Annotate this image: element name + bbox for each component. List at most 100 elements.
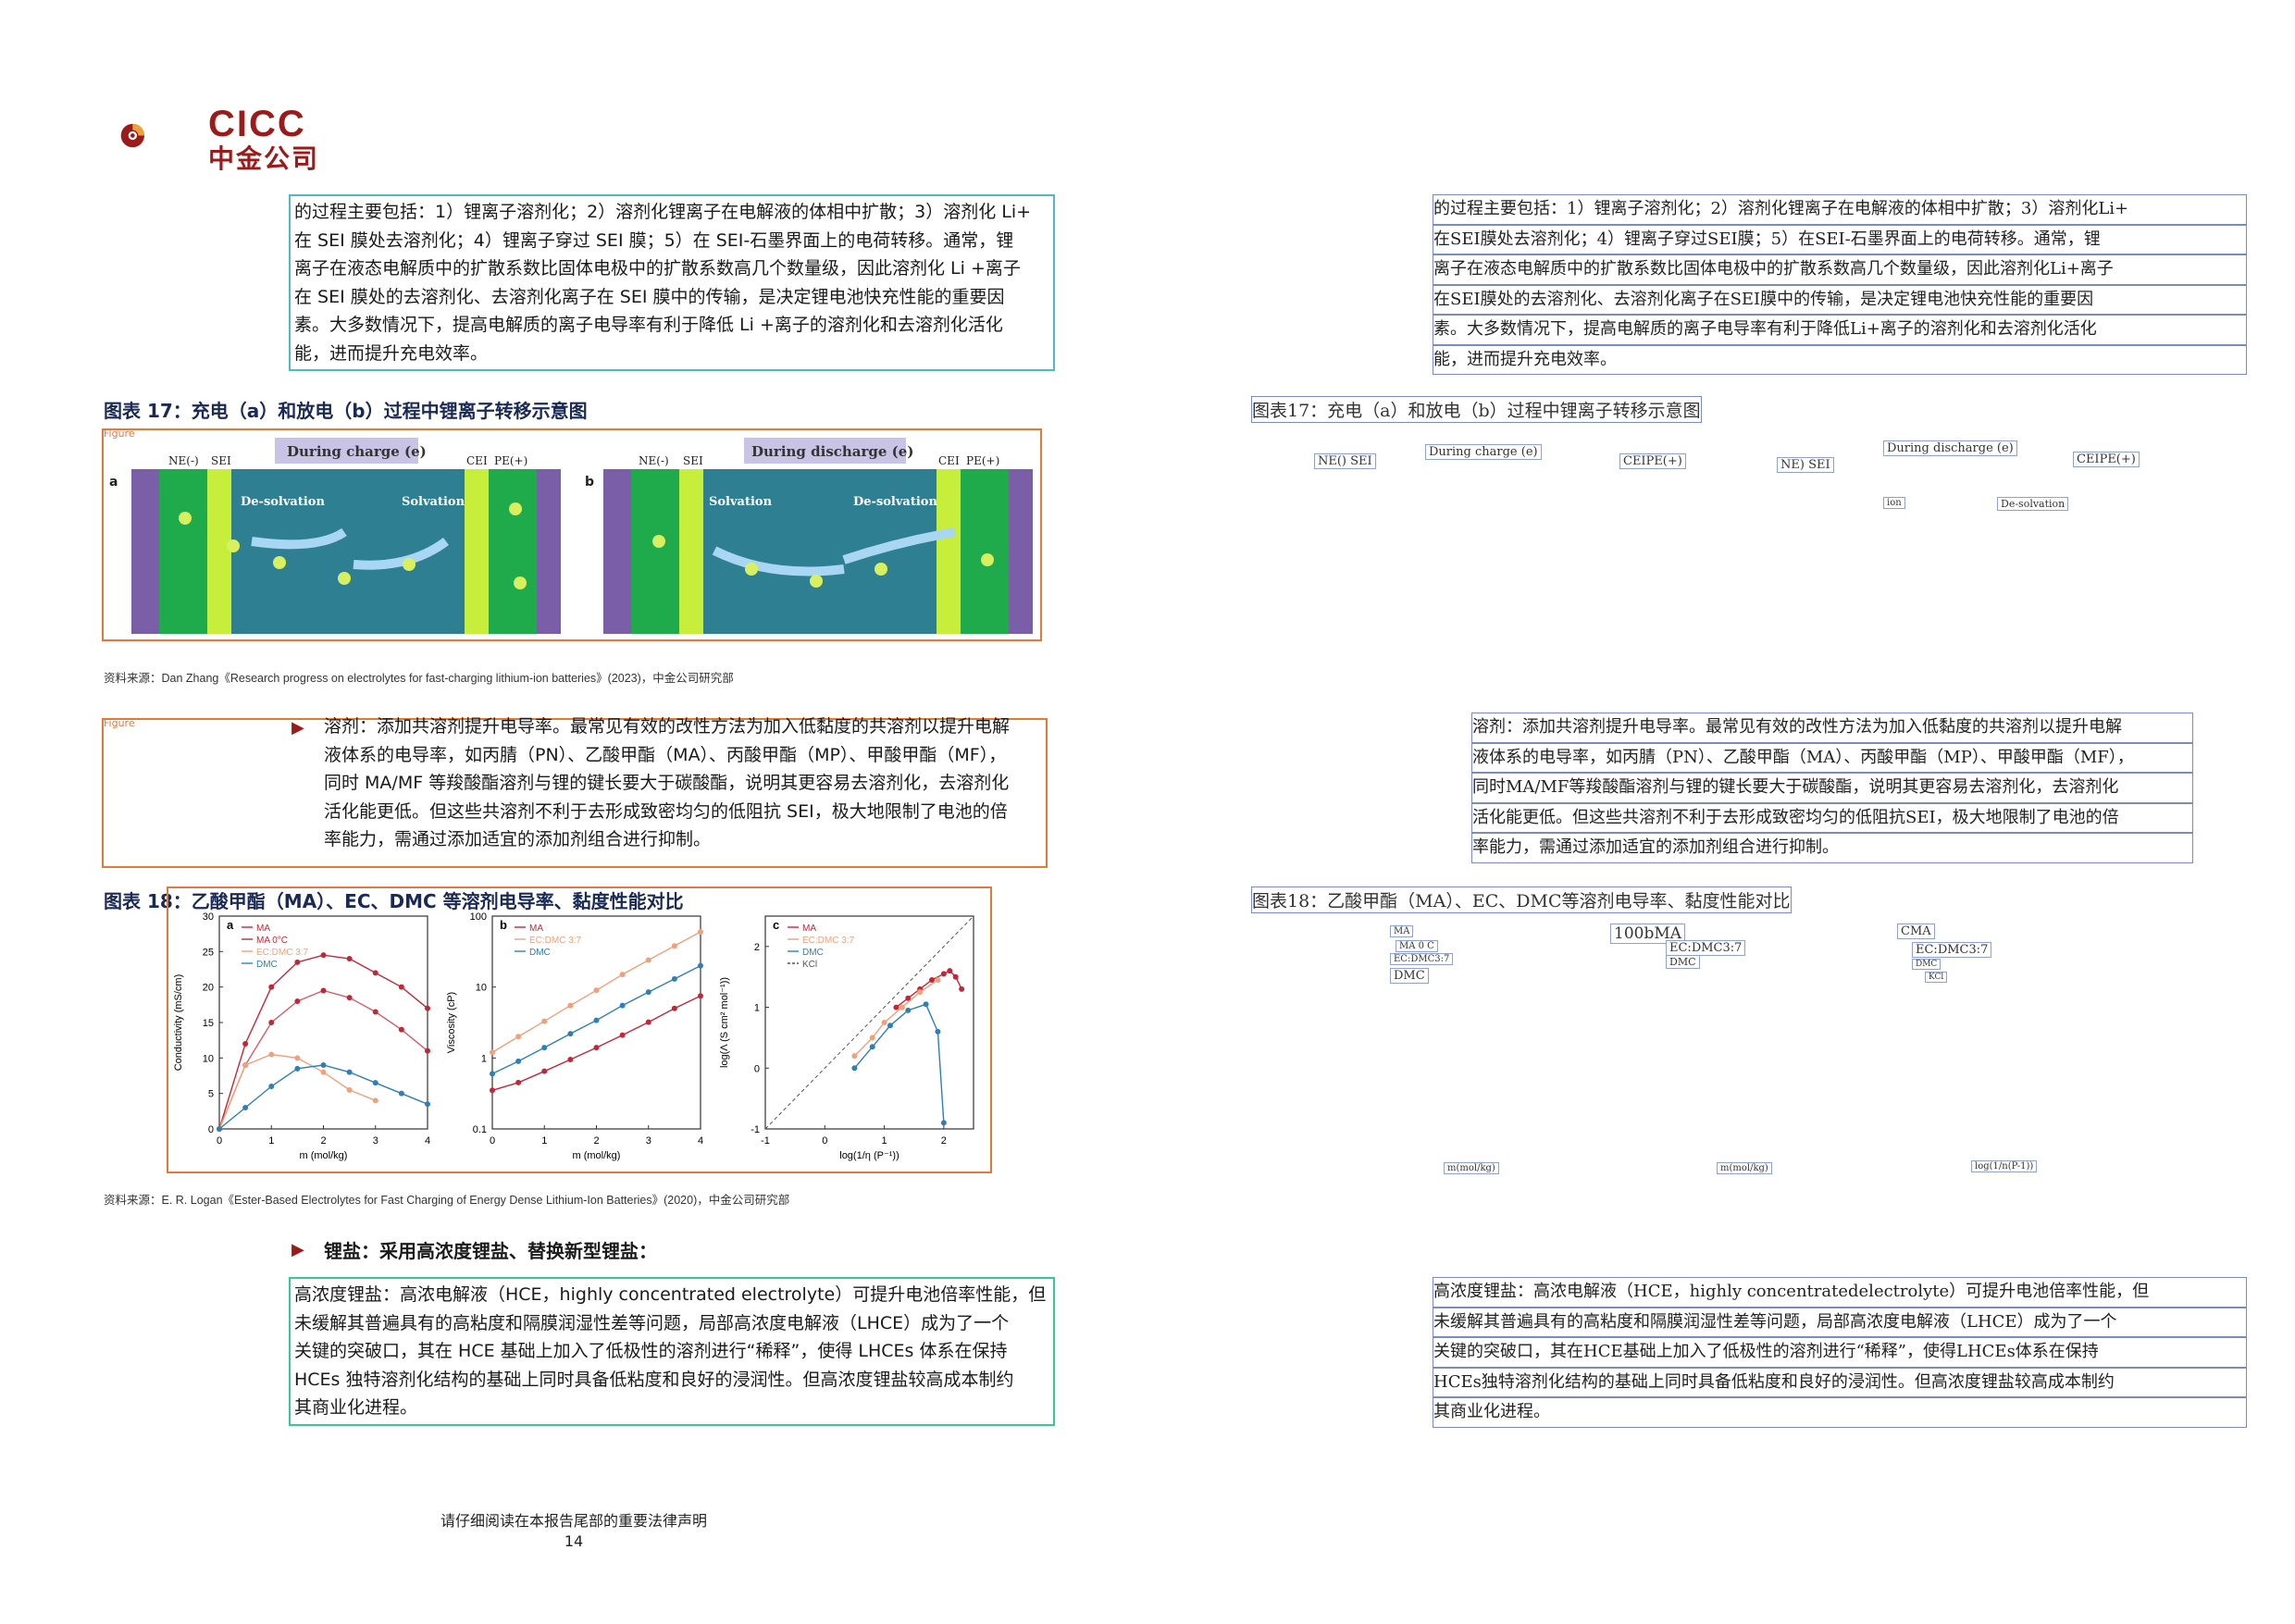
ocr-label: During charge (e) xyxy=(1425,444,1542,460)
left-page: CICC 中金公司 的过程主要包括：1）锂离子溶剂化；2）溶剂化锂离子在电解液的… xyxy=(102,104,1055,1550)
text-line: HCEs 独特溶剂化结构的基础上同时具备低粘度和良好的浸润性。但高浓度锂盐较高成… xyxy=(294,1369,1014,1390)
ocr-label: MA xyxy=(1390,925,1414,937)
y-axis-label: log(Λ (S cm² mol⁻¹)) xyxy=(719,977,730,1068)
y-tick-label: 25 xyxy=(203,947,214,958)
ocr-axis: m(mol/kg) xyxy=(1444,1162,1499,1174)
data-point xyxy=(346,1086,353,1093)
legend-label: KCl xyxy=(802,960,817,970)
ocr-label: DMC xyxy=(1912,959,1941,970)
ocr-label: EC:DMC3:7 xyxy=(1666,940,1746,956)
data-point xyxy=(372,1097,378,1104)
page-number: 14 xyxy=(564,1532,584,1550)
ocr-paragraph-2: 溶剂：添加共溶剂提升电导率。最常见有效的改性方法为加入低黏度的共溶剂以提升电解 … xyxy=(1471,713,2193,863)
ocr-line: 素。大多数情况下，提高电解质的离子电导率有利于降低Li+离子的溶剂化和去溶剂化活… xyxy=(1433,315,2247,345)
figure-17-source: 资料来源：Dan Zhang《Research progress on elec… xyxy=(104,672,734,685)
ocr-line: 高浓度锂盐：高浓电解液（HCE，highly concentratedelect… xyxy=(1433,1277,2247,1308)
data-point xyxy=(905,995,912,1001)
text-line: 活化能更低。但这些共溶剂不利于去形成致密均匀的低阻抗 SEI，极大地限制了电池的… xyxy=(324,800,1008,822)
data-point xyxy=(671,975,677,982)
ocr-line: 活化能更低。但这些共溶剂不利于去形成致密均匀的低阻抗SEI，极大地限制了电池的倍 xyxy=(1471,802,2193,833)
legend-label: DMC xyxy=(529,948,551,958)
data-point xyxy=(619,972,626,978)
series-line-kcl xyxy=(764,915,974,1130)
panel-b-ne: NE(-) xyxy=(639,454,669,467)
ocr-label: CEIPE(+) xyxy=(1619,453,1686,469)
y-tick-label: 0 xyxy=(208,1124,214,1135)
panel-a-left-label: De-solvation xyxy=(241,495,325,509)
text-line: 离子在液态电解质中的扩散系数比固体电极中的扩散系数高几个数量级，因此溶剂化 Li… xyxy=(294,258,1021,279)
logo-text-cn: 中金公司 xyxy=(208,143,320,174)
data-point xyxy=(294,1065,301,1072)
y-tick-label: -1 xyxy=(751,1124,760,1135)
bullet-triangle-icon: ▶ xyxy=(292,1240,304,1259)
figure-18-source: 资料来源：E. R. Logan《Ester-Based Electrolyte… xyxy=(104,1194,790,1207)
text-line: 素。大多数情况下，提高电解质的离子电导率有利于降低 Li +离子的溶剂化和去溶剂… xyxy=(294,315,1003,335)
data-point xyxy=(567,1002,574,1009)
data-point xyxy=(320,1062,327,1068)
data-point xyxy=(940,971,947,977)
ocr-paragraph-1: 的过程主要包括：1）锂离子溶剂化；2）溶剂化锂离子在电解液的体相中扩散；3）溶剂… xyxy=(1433,194,2247,375)
legend-label: MA xyxy=(529,924,543,934)
panel-a-ne: NE(-) xyxy=(168,454,199,467)
data-point xyxy=(268,1051,275,1058)
data-point xyxy=(398,1090,404,1097)
text-line: 在 SEI 膜处去溶剂化；4）锂离子穿过 SEI 膜；5）在 SEI-石墨界面上… xyxy=(294,229,1014,251)
data-point xyxy=(567,1031,574,1037)
data-point xyxy=(917,989,924,996)
x-axis-label: m (mol/kg) xyxy=(573,1150,621,1161)
x-axis-label: log(1/η (P⁻¹)) xyxy=(839,1150,899,1161)
data-point xyxy=(851,1065,858,1072)
text-line: 能，进而提升充电效率。 xyxy=(294,342,489,364)
text-line: 溶剂：添加共溶剂提升电导率。最常见有效的改性方法为加入低黏度的共溶剂以提升电解 xyxy=(324,716,1011,737)
y-tick-label: 1 xyxy=(481,1053,487,1064)
viscosity-chart: b 0 1 2 3 4 0.1 1 10 100 m (mol/kg) Viscosity (cP) M… xyxy=(446,911,703,1161)
data-point xyxy=(923,1001,929,1008)
figure-17-title: 图表 17：充电（a）和放电（b）过程中锂离子转移示意图 xyxy=(104,400,588,422)
data-point xyxy=(242,1041,249,1047)
series-line xyxy=(896,970,962,1009)
plot-frame xyxy=(764,915,974,1130)
ocr-label: CMA xyxy=(1897,924,1935,939)
data-point xyxy=(320,1069,327,1075)
ocr-line: 液体系的电导率，如丙腈（PN）、乙酸甲酯（MA）、丙酸甲酯（MP）、甲酸甲酯（M… xyxy=(1471,742,2193,773)
data-point xyxy=(698,993,703,999)
x-tick-label: 4 xyxy=(698,1135,703,1147)
data-point xyxy=(268,1020,275,1025)
section-heading-salt: 锂盐：采用高浓度锂盐、替换新型锂盐： xyxy=(324,1240,657,1262)
panel-letter: a xyxy=(227,918,234,932)
series-line xyxy=(853,1003,945,1123)
data-point xyxy=(242,1105,249,1110)
panel-a-letter: a xyxy=(109,475,118,490)
x-tick-label: 2 xyxy=(593,1135,599,1147)
ocr-label: NE) SEI xyxy=(1777,457,1834,473)
data-point xyxy=(515,1034,522,1040)
data-point xyxy=(947,968,953,974)
walden-plot-chart: c -1 0 1 2 -1 0 1 2 log(1/η (P⁻¹)) log(Λ (S cm² mo… xyxy=(719,915,974,1161)
y-tick-label: 20 xyxy=(203,983,214,994)
data-point xyxy=(959,986,965,992)
data-point xyxy=(398,984,404,990)
ocr-paragraph-3: 高浓度锂盐：高浓电解液（HCE，highly concentratedelect… xyxy=(1433,1277,2247,1428)
text-line: 同时 MA/MF 等羧酸酯溶剂与锂的键长要大于碳酸酯，说明其更容易去溶剂化，去溶… xyxy=(324,773,1010,793)
data-point xyxy=(490,1071,495,1077)
paragraph-high-concentration: 高浓度锂盐：高浓电解液（HCE，highly concentrated elec… xyxy=(289,1277,1055,1426)
ocr-label: During discharge (e) xyxy=(1883,440,2017,456)
series-line xyxy=(218,989,428,1130)
data-point xyxy=(619,1032,626,1038)
figure-tag: Figure xyxy=(104,428,135,440)
data-point xyxy=(851,1053,858,1060)
y-tick-label: 0 xyxy=(754,1063,760,1074)
ocr-label: KCl xyxy=(1925,972,1948,983)
legend-label: EC:DMC 3:7 xyxy=(529,936,582,946)
legend-label: DMC xyxy=(802,948,824,958)
panel-letter: b xyxy=(500,918,507,932)
data-point xyxy=(268,984,275,990)
figure-18-frame: a 0 1 2 3 4 0 5 10 15 20 25 30 m (mol/kg) Conductivity… xyxy=(167,886,992,1173)
ocr-line: 的过程主要包括：1）锂离子溶剂化；2）溶剂化锂离子在电解液的体相中扩散；3）溶剂… xyxy=(1433,194,2247,225)
y-tick-label: 5 xyxy=(208,1089,214,1100)
data-point xyxy=(490,1049,495,1056)
legend-label: MA xyxy=(256,924,270,934)
data-point xyxy=(242,1062,249,1068)
x-tick-label: 1 xyxy=(541,1135,547,1147)
ocr-line: 未缓解其普遍具有的高粘度和隔膜润湿性差等问题，局部高浓度电解液（LHCE）成为了… xyxy=(1433,1307,2247,1337)
